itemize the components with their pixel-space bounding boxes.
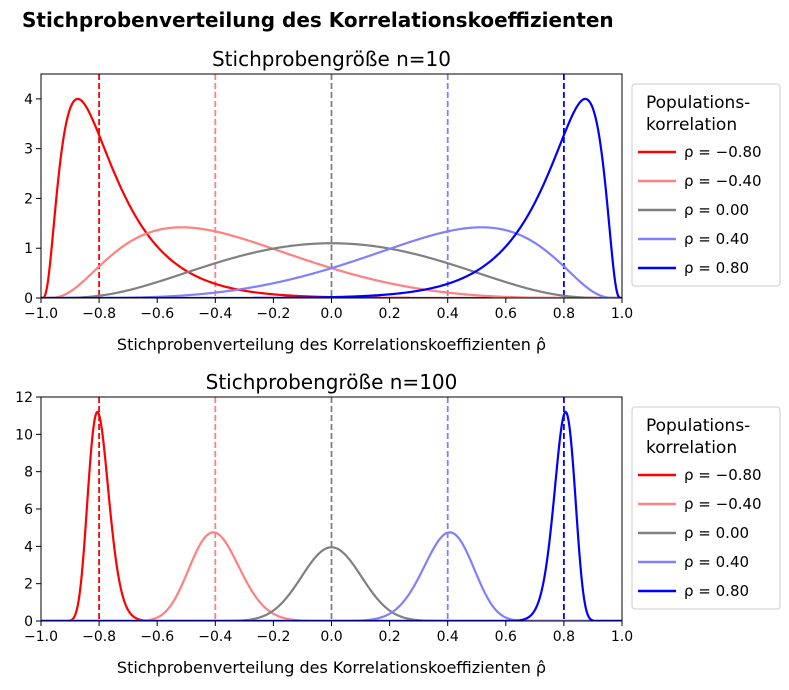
x-tick-label: 0.2: [378, 629, 400, 645]
plot-area: [41, 74, 622, 298]
x-tick-label: 0.6: [495, 306, 517, 322]
subplot-title: Stichprobengröße n=100: [206, 370, 458, 394]
x-tick-label: −0.4: [198, 629, 232, 645]
legend-label: ρ = −0.40: [684, 495, 762, 513]
legend-label: ρ = 0.80: [684, 582, 749, 600]
legend-label: ρ = 0.40: [684, 553, 749, 571]
x-tick-label: 0.2: [378, 306, 400, 322]
x-tick-label: 0.0: [320, 306, 342, 322]
series-line: [41, 242, 622, 298]
series-line: [41, 97, 622, 298]
y-tick-label: 4: [24, 539, 33, 555]
y-tick-label: 12: [15, 390, 33, 406]
legend-title: Populations-: [646, 93, 750, 113]
x-tick-label: 0.8: [553, 306, 575, 322]
legend-label: ρ = 0.40: [684, 230, 749, 248]
legend-title: korrelation: [646, 438, 737, 458]
x-tick-label: 0.6: [495, 629, 517, 645]
y-tick-label: 2: [24, 191, 33, 207]
y-tick-label: 2: [24, 577, 33, 593]
y-tick-label: 4: [24, 92, 33, 108]
subplot-title: Stichprobengröße n=10: [212, 47, 451, 71]
x-tick-label: −1.0: [24, 306, 58, 322]
legend-label: ρ = 0.80: [684, 259, 749, 277]
figure-title: Stichprobenverteilung des Korrelationsko…: [22, 8, 614, 32]
legend-label: ρ = −0.40: [684, 172, 762, 190]
x-tick-label: 0.4: [437, 306, 459, 322]
x-tick-label: −0.4: [198, 306, 232, 322]
y-tick-label: 0: [24, 614, 33, 630]
series-line: [41, 546, 622, 621]
legend-label: ρ = 0.00: [684, 201, 749, 219]
x-tick-label: 0.4: [437, 629, 459, 645]
legend-title: korrelation: [646, 115, 737, 135]
x-tick-label: −0.6: [140, 306, 174, 322]
x-tick-label: 1.0: [611, 306, 633, 322]
legend-title: Populations-: [646, 416, 750, 436]
x-axis-label: Stichprobenverteilung des Korrelationsko…: [117, 335, 546, 354]
plot-area: [41, 397, 622, 621]
y-tick-label: 6: [24, 502, 33, 518]
x-tick-label: −0.8: [82, 306, 116, 322]
y-tick-label: 10: [15, 427, 33, 443]
legend-box: [631, 406, 781, 610]
y-tick-label: 3: [24, 142, 33, 158]
y-tick-label: 0: [24, 291, 33, 307]
y-tick-label: 8: [24, 465, 33, 481]
x-tick-label: −0.8: [82, 629, 116, 645]
x-tick-label: −1.0: [24, 629, 58, 645]
series-line: [41, 410, 622, 621]
legend-label: ρ = −0.80: [684, 466, 762, 484]
legend-label: ρ = −0.80: [684, 143, 762, 161]
x-axis-label: Stichprobenverteilung des Korrelationsko…: [117, 658, 546, 677]
legend-box: [631, 83, 781, 287]
legend-label: ρ = 0.00: [684, 524, 749, 542]
x-tick-label: −0.2: [256, 306, 290, 322]
x-tick-label: −0.2: [256, 629, 290, 645]
x-tick-label: 0.8: [553, 629, 575, 645]
x-tick-label: −0.6: [140, 629, 174, 645]
y-tick-label: 1: [24, 241, 33, 257]
x-tick-label: 1.0: [611, 629, 633, 645]
series-line: [41, 410, 622, 621]
x-tick-label: 0.0: [320, 629, 342, 645]
